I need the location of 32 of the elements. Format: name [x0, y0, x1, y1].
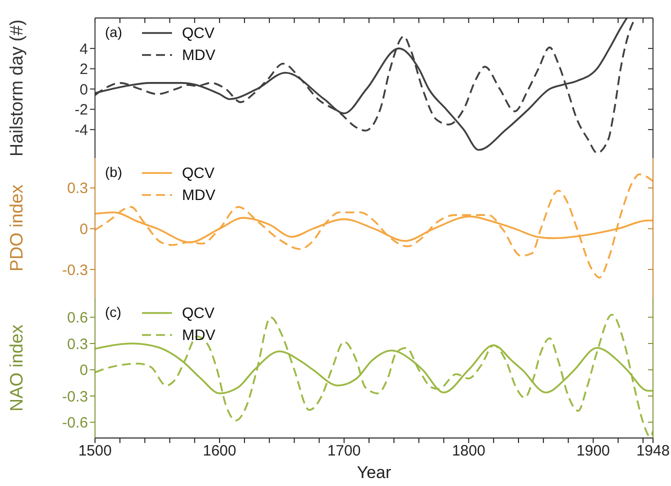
y-tick-label: -0.6: [62, 414, 88, 432]
y-tick-label: 0.3: [67, 180, 88, 198]
legend-label: QCV: [182, 164, 215, 182]
y-tick-label: -0.3: [62, 262, 88, 279]
y-tick-label: -4: [74, 122, 88, 139]
annotation: (b): [105, 164, 122, 180]
x-tick-label: 1500: [78, 442, 112, 460]
y-tick-label: 0: [80, 221, 88, 238]
y-tick-label: 0: [80, 81, 88, 98]
y-tick-label: -2: [74, 102, 88, 119]
x-tick-label: 1900: [576, 442, 610, 460]
x-axis-title: Year: [356, 463, 392, 482]
legend-label: QCV: [182, 304, 215, 322]
annotation: (a): [105, 24, 122, 40]
x-tick-label: 1800: [452, 442, 486, 460]
y-tick-label: -0.3: [62, 388, 88, 406]
y-tick-label: 0.6: [67, 310, 88, 327]
y-tick-label: 0: [80, 362, 88, 380]
x-tick-label: 1600: [202, 442, 236, 460]
y-tick-label: 2: [80, 61, 88, 78]
legend-label: MDV: [182, 186, 216, 204]
x-tick-label: 1700: [327, 442, 361, 460]
y-axis-title: NAO index: [6, 324, 26, 412]
x-tick-label: 1948: [636, 442, 670, 460]
legend-label: MDV: [182, 46, 216, 64]
y-tick-label: 4: [80, 40, 88, 58]
y-axis-title: Hailstorm day (#): [6, 19, 26, 157]
annotation: (c): [105, 304, 122, 320]
legend-label: MDV: [182, 326, 216, 344]
y-tick-label: 0.3: [67, 336, 88, 353]
legend-label: QCV: [182, 24, 215, 42]
y-axis-title: PDO index: [6, 184, 26, 272]
